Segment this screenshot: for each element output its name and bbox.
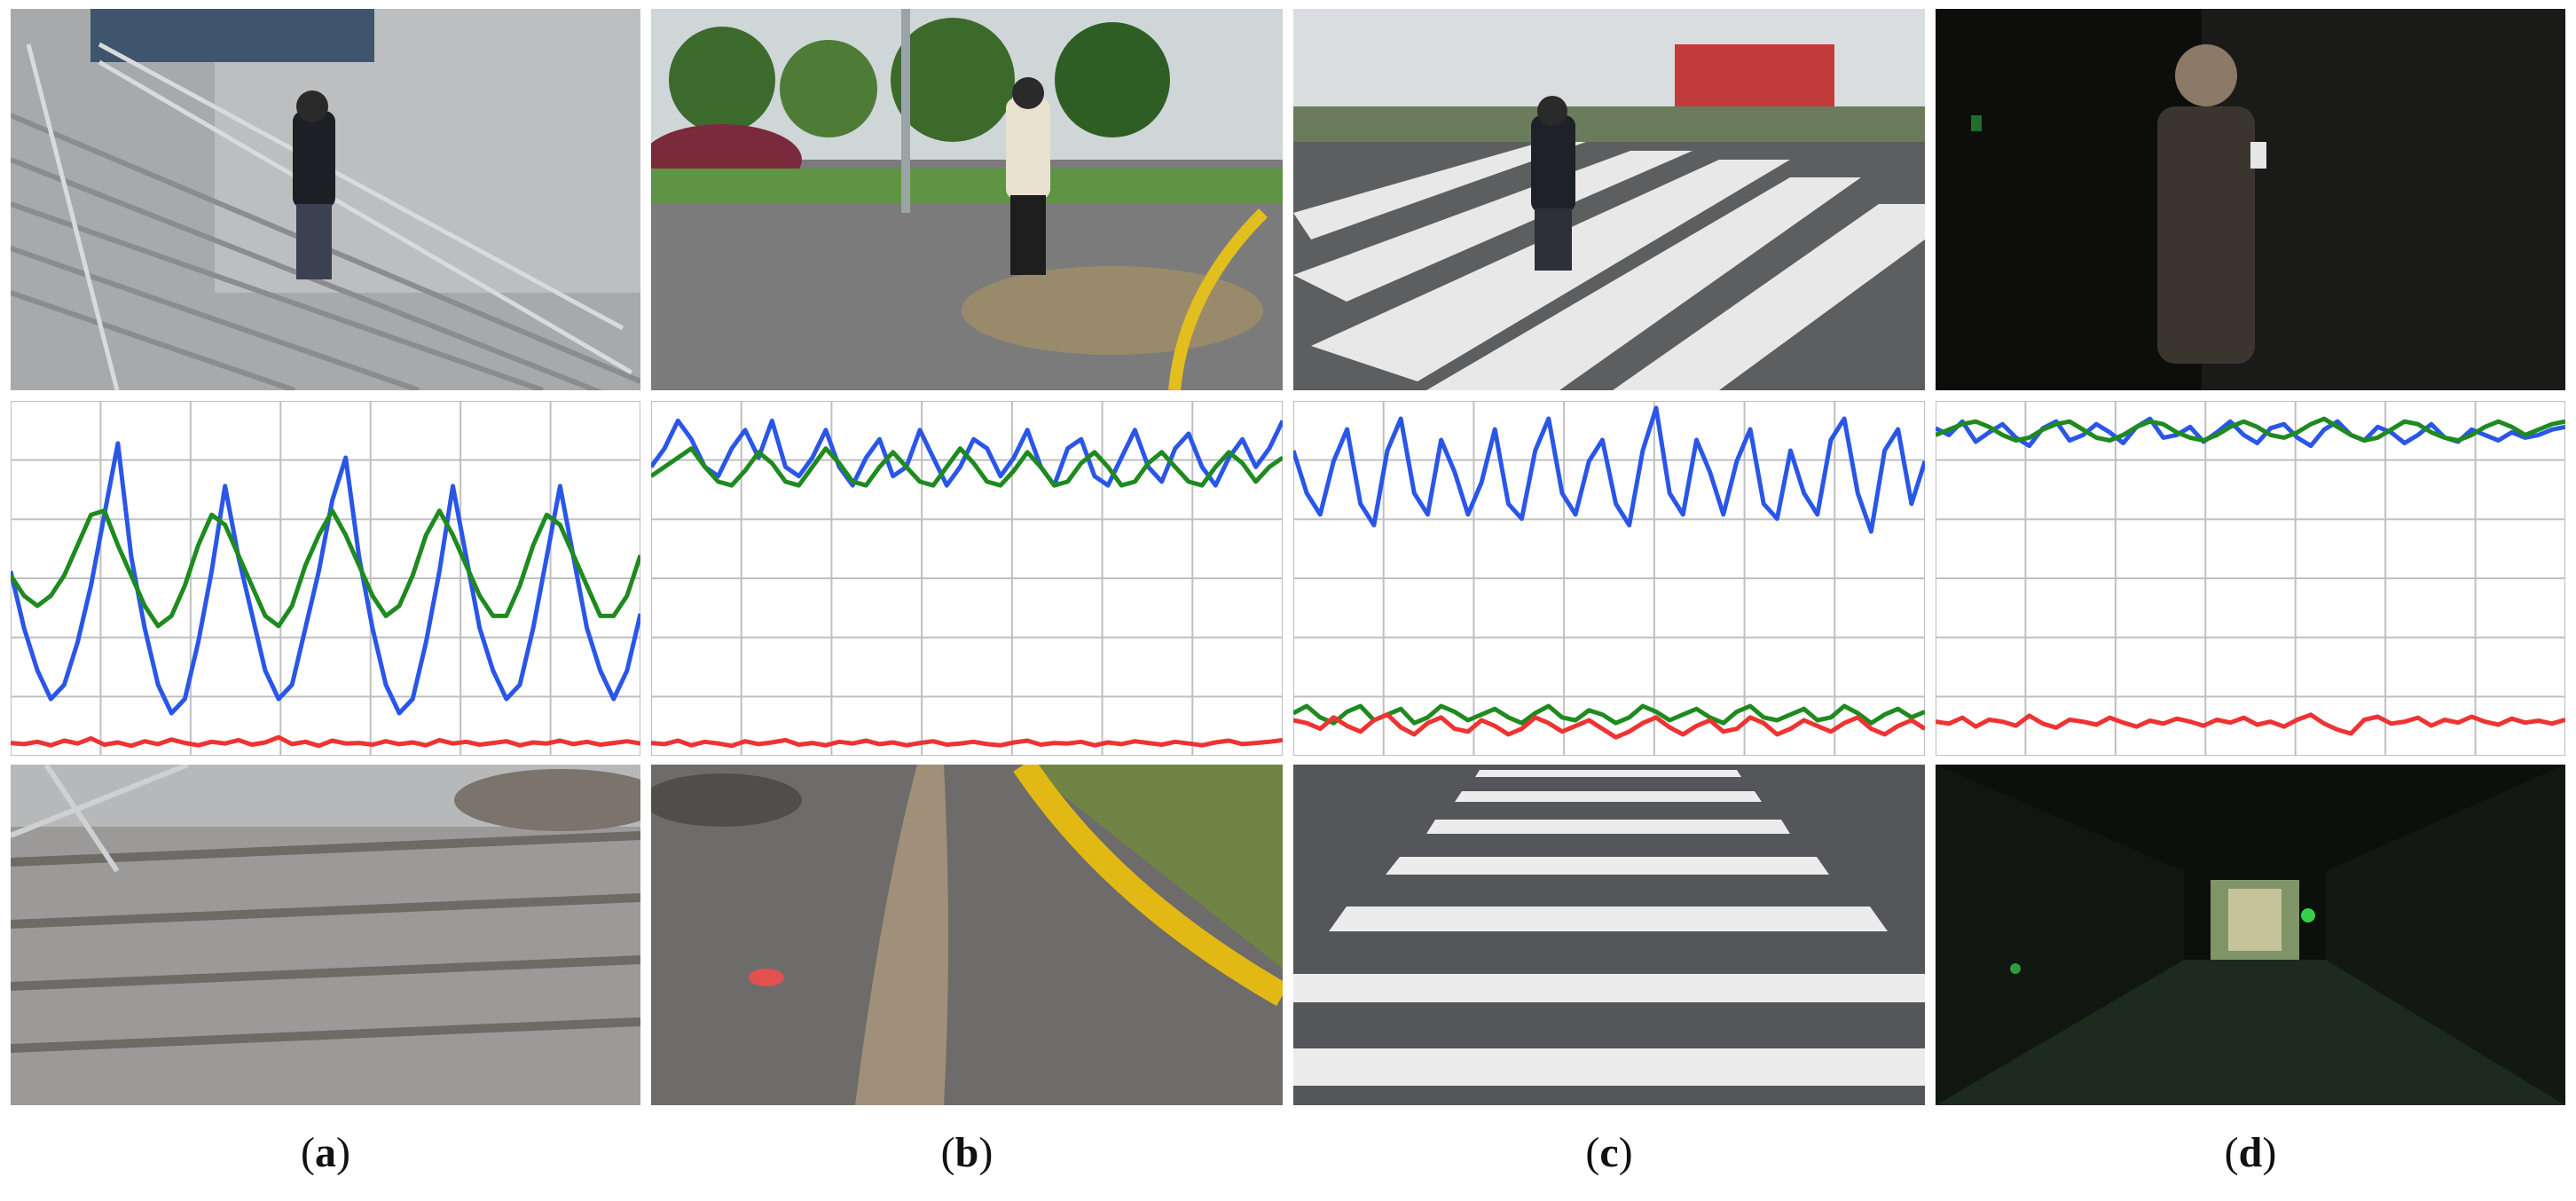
series-red-line [11,734,640,749]
chart-b [651,401,1283,756]
photo-a-wet-steps [11,765,640,1105]
photo-b-wet-road-walker [651,9,1283,390]
caption-b-letter: b [954,1129,979,1176]
photo-c-crosswalk-walker [1293,9,1925,390]
chart-c [1293,401,1925,756]
caption-c-open: ( [1585,1129,1600,1176]
caption-d-close: ) [2262,1129,2277,1176]
chart-a-svg [11,401,640,756]
photo-c-crosswalk-stripes [1293,765,1925,1105]
caption-a-close: ) [336,1129,350,1176]
photo-d-dark-room-walker [1936,9,2565,390]
chart-a [11,401,640,756]
series-red-line [1936,712,2565,736]
chart-d-svg [1936,401,2565,756]
caption-a: (a) [11,1128,640,1181]
chart-d [1936,401,2565,756]
caption-b: (b) [651,1128,1283,1181]
photo-b-puddle-curb [651,765,1283,1105]
caption-c: (c) [1293,1128,1925,1181]
caption-c-close: ) [1618,1129,1633,1176]
series-red-line [651,737,1283,749]
series-blue-line [1293,405,1925,534]
series-blue-line [11,441,640,716]
caption-c-letter: c [1599,1129,1619,1176]
caption-a-open: ( [301,1129,315,1176]
caption-b-close: ) [978,1129,993,1176]
series-red-line [1293,712,1925,740]
series-green-line [11,508,640,629]
chart-c-svg [1293,401,1925,756]
chart-b-svg [651,401,1283,756]
photo-a-stairs-walker [11,9,640,390]
photo-d-dark-corridor [1936,765,2565,1105]
caption-a-letter: a [315,1129,336,1176]
caption-d: (d) [1936,1128,2565,1181]
caption-b-open: ( [940,1129,955,1176]
caption-d-letter: d [2238,1129,2263,1176]
series-green-line [1936,416,2565,443]
series-green-line [651,446,1283,488]
series-green-line [1293,703,1925,726]
caption-d-open: ( [2224,1129,2239,1176]
